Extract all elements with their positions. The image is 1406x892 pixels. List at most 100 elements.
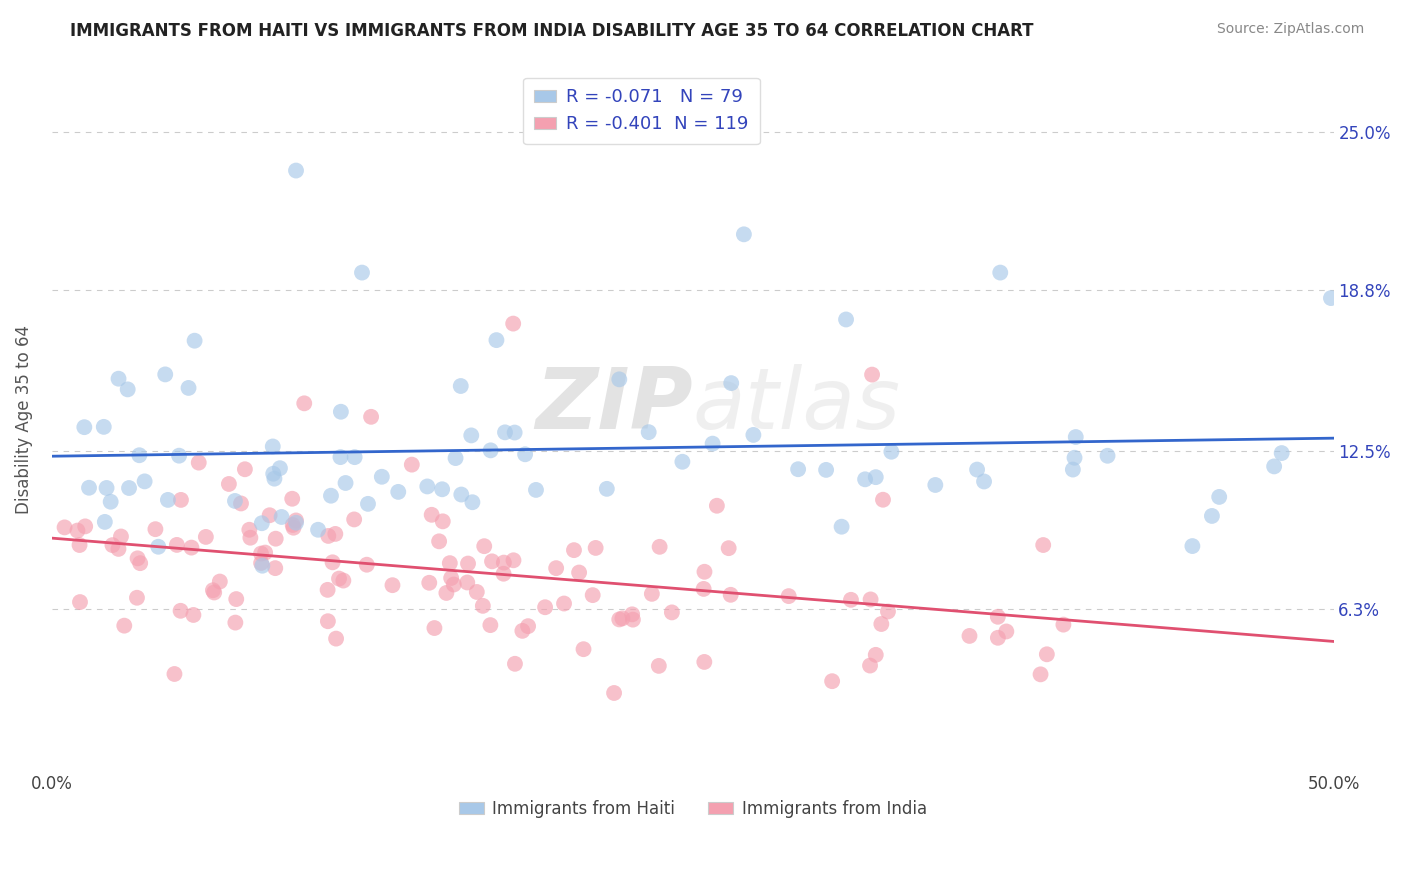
Point [427, 534, 450, 549]
Point [316, 614, 339, 628]
Point [285, 163, 308, 178]
Point [328, 572, 350, 586]
Point [612, 611, 634, 625]
Point [471, 599, 494, 613]
Point [401, 458, 423, 472]
Point [208, 574, 231, 589]
Point [252, 558, 274, 573]
Point [183, 334, 205, 348]
Point [224, 615, 246, 630]
Point [329, 450, 352, 464]
Point [73, 420, 96, 434]
Point [1181, 539, 1204, 553]
Point [924, 478, 946, 492]
Point [322, 555, 344, 569]
Point [621, 613, 644, 627]
Point [128, 448, 150, 462]
Point [285, 513, 308, 527]
Point [233, 462, 256, 476]
Point [440, 571, 463, 585]
Point [262, 467, 284, 481]
Point [450, 487, 472, 501]
Point [107, 372, 129, 386]
Text: Source: ZipAtlas.com: Source: ZipAtlas.com [1216, 22, 1364, 37]
Point [167, 449, 190, 463]
Point [671, 455, 693, 469]
Point [262, 440, 284, 454]
Point [239, 531, 262, 545]
Point [472, 539, 495, 553]
Y-axis label: Disability Age 35 to 64: Disability Age 35 to 64 [15, 325, 32, 514]
Point [250, 547, 273, 561]
Point [995, 624, 1018, 639]
Point [603, 686, 626, 700]
Point [423, 621, 446, 635]
Point [502, 553, 524, 567]
Point [170, 492, 193, 507]
Point [225, 592, 247, 607]
Point [1201, 508, 1223, 523]
Point [733, 227, 755, 242]
Point [460, 428, 482, 442]
Point [988, 266, 1011, 280]
Point [269, 461, 291, 475]
Point [607, 372, 630, 386]
Point [100, 494, 122, 508]
Point [318, 529, 340, 543]
Point [264, 532, 287, 546]
Point [1271, 446, 1294, 460]
Point [720, 588, 742, 602]
Point [492, 566, 515, 581]
Point [870, 617, 893, 632]
Point [283, 521, 305, 535]
Point [430, 483, 453, 497]
Point [381, 578, 404, 592]
Point [323, 527, 346, 541]
Point [96, 481, 118, 495]
Point [270, 510, 292, 524]
Point [444, 451, 467, 466]
Point [343, 512, 366, 526]
Point [641, 587, 664, 601]
Point [742, 428, 765, 442]
Point [53, 520, 76, 534]
Point [860, 368, 883, 382]
Point [517, 619, 540, 633]
Point [1036, 648, 1059, 662]
Point [553, 597, 575, 611]
Point [166, 538, 188, 552]
Point [1062, 462, 1084, 476]
Text: ZIP: ZIP [536, 364, 693, 447]
Point [163, 667, 186, 681]
Point [319, 489, 342, 503]
Point [77, 481, 100, 495]
Point [127, 551, 149, 566]
Point [456, 575, 478, 590]
Point [250, 556, 273, 570]
Point [512, 624, 534, 638]
Point [420, 508, 443, 522]
Point [872, 492, 894, 507]
Point [177, 381, 200, 395]
Point [107, 541, 129, 556]
Point [607, 612, 630, 626]
Point [513, 447, 536, 461]
Point [1263, 459, 1285, 474]
Point [973, 475, 995, 489]
Point [224, 494, 246, 508]
Point [1064, 430, 1087, 444]
Point [1063, 450, 1085, 465]
Point [129, 556, 152, 570]
Point [145, 522, 167, 536]
Point [418, 575, 440, 590]
Point [959, 629, 981, 643]
Point [778, 589, 800, 603]
Point [637, 425, 659, 439]
Point [1052, 617, 1074, 632]
Point [69, 595, 91, 609]
Point [485, 333, 508, 347]
Point [443, 577, 465, 591]
Point [880, 444, 903, 458]
Point [325, 632, 347, 646]
Point [148, 540, 170, 554]
